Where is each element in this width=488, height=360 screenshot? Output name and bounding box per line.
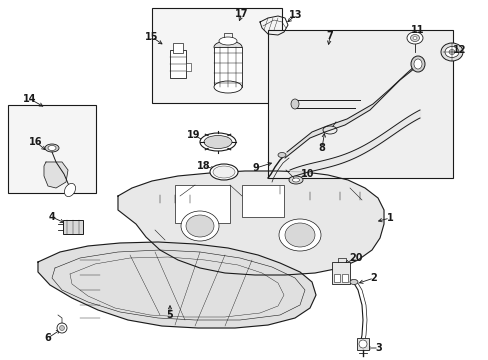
Ellipse shape bbox=[413, 59, 421, 69]
Text: 19: 19 bbox=[187, 130, 201, 140]
Ellipse shape bbox=[185, 215, 214, 237]
Ellipse shape bbox=[292, 178, 299, 182]
Circle shape bbox=[358, 340, 366, 348]
Text: 10: 10 bbox=[301, 169, 314, 179]
Text: 12: 12 bbox=[452, 45, 466, 55]
Ellipse shape bbox=[349, 279, 357, 284]
Bar bbox=[152, 8, 282, 103]
Ellipse shape bbox=[288, 176, 303, 184]
Text: 2: 2 bbox=[370, 273, 377, 283]
Ellipse shape bbox=[48, 145, 56, 150]
Ellipse shape bbox=[278, 153, 285, 158]
Ellipse shape bbox=[412, 36, 416, 40]
Ellipse shape bbox=[410, 56, 424, 72]
Ellipse shape bbox=[45, 144, 59, 152]
Bar bbox=[173, 43, 183, 53]
Text: 15: 15 bbox=[145, 32, 159, 42]
Bar bbox=[214, 47, 242, 87]
Polygon shape bbox=[285, 60, 419, 158]
Ellipse shape bbox=[214, 81, 242, 93]
Ellipse shape bbox=[279, 219, 320, 251]
Bar bbox=[267, 30, 452, 178]
Text: 1: 1 bbox=[386, 213, 392, 223]
Text: 3: 3 bbox=[375, 343, 382, 353]
Polygon shape bbox=[38, 242, 315, 328]
Ellipse shape bbox=[409, 35, 419, 41]
Circle shape bbox=[57, 323, 67, 333]
Ellipse shape bbox=[448, 50, 454, 54]
Ellipse shape bbox=[181, 211, 219, 241]
Bar bbox=[242, 185, 284, 217]
Ellipse shape bbox=[64, 184, 76, 197]
Ellipse shape bbox=[444, 46, 458, 58]
Text: 14: 14 bbox=[23, 94, 37, 104]
Text: 17: 17 bbox=[235, 9, 248, 19]
Ellipse shape bbox=[440, 43, 462, 61]
Ellipse shape bbox=[290, 99, 298, 109]
Text: 11: 11 bbox=[410, 25, 424, 35]
Text: 4: 4 bbox=[48, 212, 55, 222]
Polygon shape bbox=[118, 171, 383, 275]
Text: 18: 18 bbox=[197, 161, 210, 171]
Text: 5: 5 bbox=[166, 310, 173, 320]
Text: 16: 16 bbox=[29, 137, 42, 147]
Ellipse shape bbox=[214, 41, 242, 53]
Text: 9: 9 bbox=[252, 163, 259, 173]
Polygon shape bbox=[44, 162, 68, 188]
Bar bbox=[185, 63, 191, 71]
Bar bbox=[356, 338, 368, 350]
Bar bbox=[341, 274, 347, 282]
Bar bbox=[63, 220, 83, 234]
Text: 6: 6 bbox=[44, 333, 51, 343]
Text: 20: 20 bbox=[348, 253, 362, 263]
Circle shape bbox=[60, 325, 64, 330]
Bar bbox=[331, 262, 349, 284]
Ellipse shape bbox=[219, 37, 237, 45]
Ellipse shape bbox=[213, 166, 235, 178]
Ellipse shape bbox=[285, 223, 314, 247]
Ellipse shape bbox=[209, 164, 238, 180]
Ellipse shape bbox=[200, 133, 236, 151]
Bar bbox=[8, 105, 96, 193]
Bar bbox=[333, 274, 339, 282]
Ellipse shape bbox=[406, 32, 422, 44]
Bar bbox=[170, 50, 185, 78]
Ellipse shape bbox=[203, 135, 231, 149]
Text: 13: 13 bbox=[289, 10, 302, 20]
Bar bbox=[175, 185, 229, 223]
Text: 7: 7 bbox=[326, 31, 333, 41]
Text: 8: 8 bbox=[318, 143, 325, 153]
